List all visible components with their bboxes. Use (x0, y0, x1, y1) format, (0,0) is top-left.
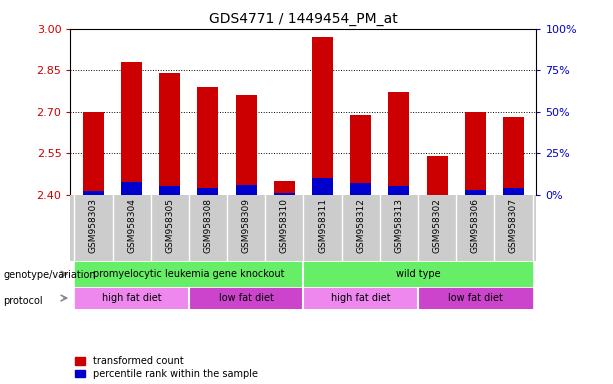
Bar (189, 287, 303, 309)
Text: GSM958311: GSM958311 (318, 198, 327, 253)
Bar (312, 178, 333, 195)
Bar (312, 37, 333, 195)
Bar (274, 181, 295, 195)
Text: GSM958305: GSM958305 (166, 198, 174, 253)
Text: GSM958309: GSM958309 (242, 198, 251, 253)
Bar (235, 185, 257, 195)
Text: low fat diet: low fat diet (219, 293, 273, 303)
Bar (274, 193, 295, 195)
Bar (159, 187, 180, 195)
Bar (197, 87, 218, 195)
Bar (465, 112, 485, 195)
Text: GSM958307: GSM958307 (509, 198, 518, 253)
Bar (121, 182, 142, 195)
Text: GSM958312: GSM958312 (356, 198, 365, 253)
Text: GSM958306: GSM958306 (471, 198, 480, 253)
Bar (83, 192, 104, 195)
Title: GDS4771 / 1449454_PM_at: GDS4771 / 1449454_PM_at (209, 12, 398, 26)
Bar (350, 183, 371, 195)
Bar (350, 114, 371, 195)
Bar (503, 118, 524, 195)
Bar (121, 62, 142, 195)
Bar (74, 287, 189, 309)
Text: protocol: protocol (3, 296, 43, 306)
Bar (74, 261, 303, 287)
Text: high fat diet: high fat diet (331, 293, 390, 303)
Bar (197, 188, 218, 195)
Legend: transformed count, percentile rank within the sample: transformed count, percentile rank withi… (75, 356, 258, 379)
Text: GSM958313: GSM958313 (394, 198, 403, 253)
Bar (418, 287, 533, 309)
Text: wild type: wild type (395, 269, 440, 279)
Bar (303, 261, 533, 287)
Text: GSM958310: GSM958310 (280, 198, 289, 253)
Bar (83, 112, 104, 195)
Text: genotype/variation: genotype/variation (3, 270, 96, 280)
Text: promyelocytic leukemia gene knockout: promyelocytic leukemia gene knockout (93, 269, 284, 279)
Text: GSM958303: GSM958303 (89, 198, 98, 253)
Text: GSM958308: GSM958308 (204, 198, 213, 253)
Bar (235, 95, 257, 195)
Bar (503, 188, 524, 195)
Bar (303, 287, 418, 309)
Bar (465, 190, 485, 195)
Bar (389, 187, 409, 195)
Text: high fat diet: high fat diet (102, 293, 161, 303)
Bar (427, 156, 447, 195)
Text: low fat diet: low fat diet (448, 293, 503, 303)
Text: GSM958304: GSM958304 (127, 198, 136, 253)
Text: GSM958302: GSM958302 (433, 198, 441, 253)
Bar (389, 93, 409, 195)
Bar (159, 73, 180, 195)
